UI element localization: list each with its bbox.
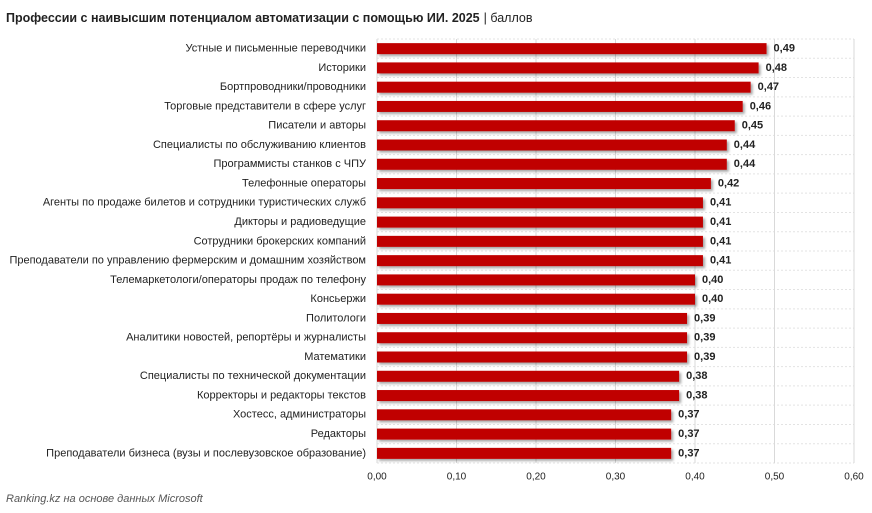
y-tick-label: Агенты по продаже билетов и сотрудники т… xyxy=(43,197,366,209)
bar xyxy=(377,447,672,459)
y-tick-label: Бортпроводники/проводники xyxy=(220,81,366,93)
value-label: 0,39 xyxy=(694,351,715,363)
bar xyxy=(377,158,727,170)
y-tick-label: Хостесс, администраторы xyxy=(233,409,366,421)
bar xyxy=(377,255,703,267)
bar xyxy=(377,100,743,112)
y-tick-label: Политологи xyxy=(306,312,366,324)
bar xyxy=(377,62,759,74)
bar xyxy=(377,409,672,421)
value-label: 0,40 xyxy=(702,293,723,305)
value-label: 0,39 xyxy=(694,332,715,344)
bar xyxy=(377,216,703,228)
value-label: 0,37 xyxy=(678,447,699,459)
y-tick-label: Устные и письменные переводчики xyxy=(185,43,366,55)
value-label: 0,45 xyxy=(742,120,763,132)
bar xyxy=(377,81,751,93)
y-tick-label: Корректоры и редакторы текстов xyxy=(197,389,366,401)
bar xyxy=(377,120,735,132)
x-tick-label: 0,50 xyxy=(765,472,785,483)
y-tick-label: Специалисты по технической документации xyxy=(140,370,366,382)
chart-title: Профессии с наивысшим потенциалом автома… xyxy=(6,11,533,25)
bar xyxy=(377,332,688,344)
bar xyxy=(377,274,695,286)
bar xyxy=(377,43,767,55)
bar xyxy=(377,293,695,305)
value-label: 0,37 xyxy=(678,428,699,440)
y-tick-label: Телемаркетологи/операторы продаж по теле… xyxy=(110,274,366,286)
x-tick-label: 0,20 xyxy=(526,472,546,483)
bar xyxy=(377,139,727,151)
value-label: 0,40 xyxy=(702,274,723,286)
value-label: 0,44 xyxy=(734,158,756,170)
y-tick-label: Редакторы xyxy=(311,428,366,440)
bar xyxy=(377,235,703,247)
value-label: 0,42 xyxy=(718,177,739,189)
value-label: 0,38 xyxy=(686,370,707,382)
value-label: 0,41 xyxy=(710,197,731,209)
bar xyxy=(377,428,672,440)
y-tick-label: Преподаватели бизнеса (вузы и послевузов… xyxy=(46,447,366,459)
y-tick-label: Телефонные операторы xyxy=(242,177,366,189)
x-tick-label: 0,10 xyxy=(447,472,467,483)
source: Ranking.kz на основе данных Microsoft xyxy=(6,493,204,505)
bar xyxy=(377,178,711,190)
value-label: 0,49 xyxy=(774,43,795,55)
value-label: 0,48 xyxy=(766,62,787,74)
y-tick-label: Консьержи xyxy=(310,293,366,305)
x-tick-label: 0,30 xyxy=(606,472,626,483)
subtitle: | баллов xyxy=(484,11,533,25)
y-tick-label: Историки xyxy=(318,62,366,74)
y-tick-label: Писатели и авторы xyxy=(268,120,366,132)
value-label: 0,38 xyxy=(686,389,707,401)
bar xyxy=(377,370,680,382)
value-label: 0,41 xyxy=(710,216,731,228)
y-tick-label: Сотрудники брокерских компаний xyxy=(194,235,366,247)
bar xyxy=(377,390,680,402)
value-label: 0,39 xyxy=(694,312,715,324)
bar xyxy=(377,197,703,209)
value-label: 0,47 xyxy=(758,81,779,93)
y-tick-label: Преподаватели по управлению фермерским и… xyxy=(9,255,366,267)
y-tick-label: Дикторы и радиоведущие xyxy=(234,216,366,228)
value-label: 0,46 xyxy=(750,100,771,112)
value-label: 0,37 xyxy=(678,409,699,421)
x-tick-label: 0,60 xyxy=(844,472,864,483)
x-tick-label: 0,40 xyxy=(685,472,705,483)
value-label: 0,41 xyxy=(710,235,731,247)
x-tick-label: 0,00 xyxy=(367,472,387,483)
bar xyxy=(377,312,688,324)
y-tick-label: Программисты станков с ЧПУ xyxy=(213,158,367,170)
value-label: 0,44 xyxy=(734,139,756,151)
value-label: 0,41 xyxy=(710,255,731,267)
y-tick-label: Торговые представители в сфере услуг xyxy=(164,100,366,112)
y-tick-label: Аналитики новостей, репортёры и журналис… xyxy=(126,332,366,344)
y-tick-label: Специалисты по обслуживанию клиентов xyxy=(153,139,366,151)
y-tick-label: Математики xyxy=(304,351,366,363)
bar xyxy=(377,351,688,363)
title-text: Профессии с наивысшим потенциалом автома… xyxy=(6,11,480,25)
